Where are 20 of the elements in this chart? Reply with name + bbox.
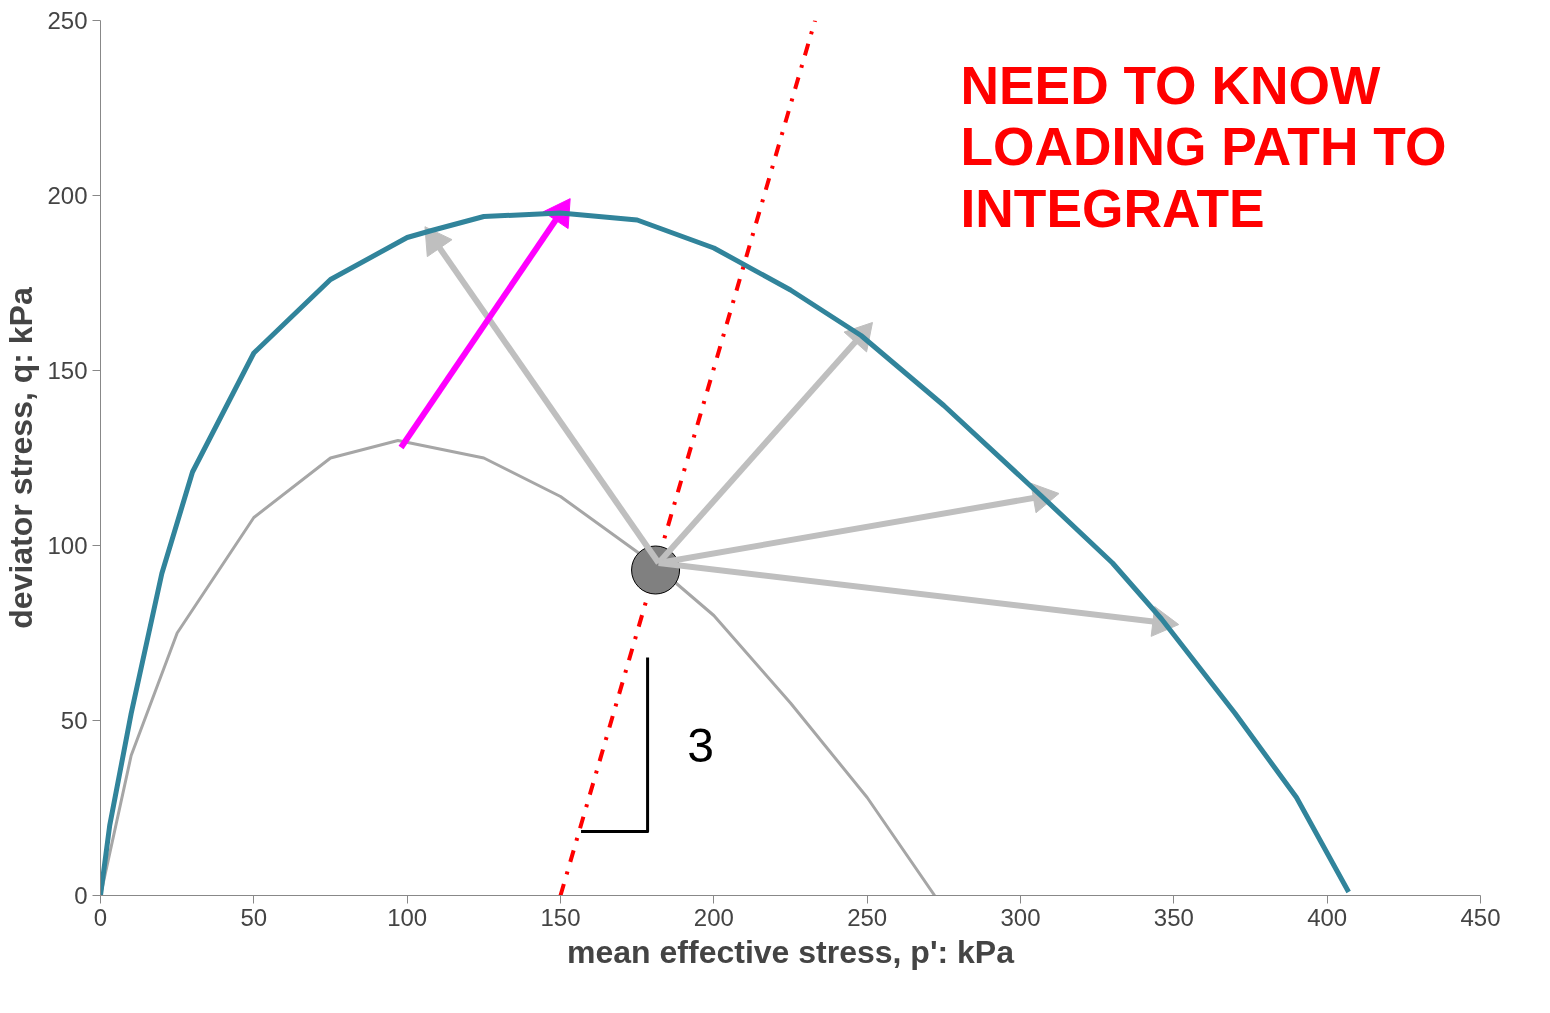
x-tick-label: 100 bbox=[387, 903, 428, 931]
y-tick-label: 0 bbox=[74, 882, 88, 909]
x-tick-label: 250 bbox=[847, 903, 888, 931]
x-axis-title: mean effective stress, p': kPa bbox=[567, 933, 1015, 970]
y-tick-label: 200 bbox=[47, 182, 88, 209]
annotation: NEED TO KNOW LOADING PATH TO INTEGRATE bbox=[960, 55, 1447, 239]
y-tick-label: 150 bbox=[47, 357, 88, 384]
x-tick-label: 150 bbox=[540, 903, 581, 931]
x-tick-label: 400 bbox=[1307, 903, 1348, 931]
y-tick-label: 250 bbox=[47, 7, 88, 34]
x-tick-label: 200 bbox=[693, 903, 734, 931]
x-tick-label: 350 bbox=[1153, 903, 1194, 931]
y-tick-label: 50 bbox=[60, 707, 88, 734]
x-tick-label: 300 bbox=[1000, 903, 1041, 931]
x-tick-label: 450 bbox=[1460, 903, 1501, 931]
y-tick-label: 100 bbox=[47, 532, 88, 559]
annotation: 3 bbox=[687, 719, 714, 772]
x-tick-label: 0 bbox=[93, 903, 108, 931]
x-tick-label: 50 bbox=[240, 903, 268, 931]
y-axis-title: deviator stress, q: kPa bbox=[3, 287, 40, 629]
